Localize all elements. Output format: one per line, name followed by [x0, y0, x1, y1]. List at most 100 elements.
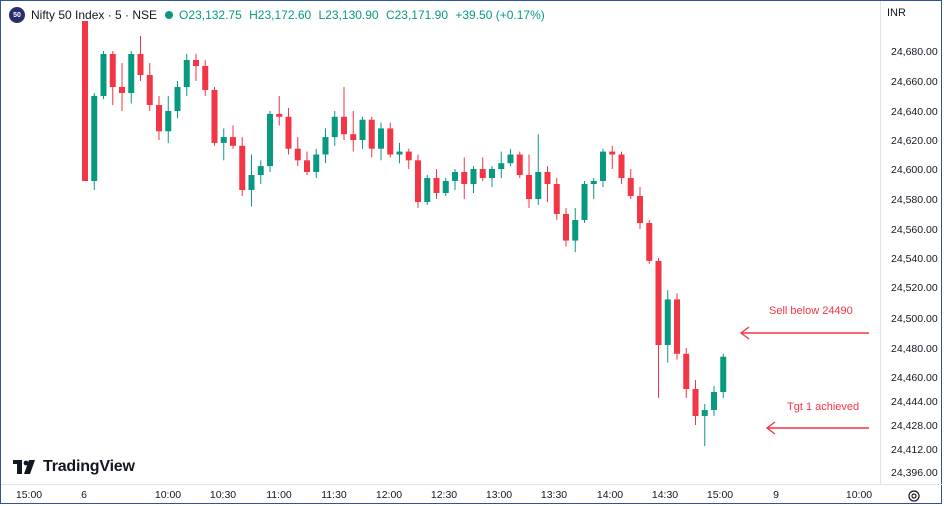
time-tick-label: 12:00 [376, 489, 402, 501]
candle-body [609, 151, 616, 155]
candle-body [581, 184, 588, 220]
candle-body [711, 392, 717, 410]
chart-legend: 50 Nifty 50 Index · 5 · NSE O23,132.75 H… [9, 6, 545, 24]
time-tick-label: 15:00 [16, 489, 42, 501]
time-tick-label: 10:00 [846, 489, 872, 501]
price-tick-label: 24,396.00 [891, 467, 938, 479]
change-value: +39.50 (+0.17%) [455, 8, 545, 22]
candle-body [193, 60, 199, 66]
candle-body [526, 175, 532, 199]
candle-body [637, 196, 643, 223]
low-label: L [318, 8, 326, 22]
tradingview-logo-text: TradingView [43, 458, 135, 475]
settings-gear-icon[interactable] [907, 489, 921, 503]
candle-body [276, 113, 283, 117]
candle-body [156, 105, 162, 132]
candle-body [415, 160, 421, 202]
candle-body [119, 87, 125, 93]
price-tick-label: 24,560.00 [891, 224, 938, 236]
open-value: 23,132.75 [188, 8, 242, 22]
candle-body [137, 54, 144, 75]
price-tick-label: 24,540.00 [891, 253, 938, 265]
candle-body [470, 169, 477, 184]
candle-body [313, 154, 320, 172]
price-tick-label: 24,520.00 [891, 282, 938, 294]
candle-body [498, 163, 505, 169]
candle-body [387, 128, 394, 155]
candle-body [720, 356, 727, 392]
candle-body [128, 54, 135, 93]
time-tick-label: 14:30 [652, 489, 678, 501]
price-tick-label: 24,600.00 [891, 164, 938, 176]
time-tick-label: 10:30 [210, 489, 236, 501]
price-tick-label: 24,620.00 [891, 135, 938, 147]
price-tick-label: 24,580.00 [891, 194, 938, 206]
candle-body [146, 75, 153, 105]
candle-body [202, 66, 209, 90]
candle-body [405, 151, 412, 161]
time-tick-label: 11:00 [266, 489, 292, 501]
ohlc-values: O23,132.75 H23,172.60 L23,130.90 C23,171… [179, 8, 545, 22]
candle-body [424, 178, 431, 202]
candle-body [359, 119, 366, 140]
price-tick-label: 24,640.00 [891, 106, 938, 118]
time-tick-label: 13:00 [486, 489, 512, 501]
candle-body [452, 172, 458, 181]
price-axis-divider [880, 1, 881, 484]
candle-body [590, 181, 597, 184]
time-tick-label: 9 [773, 489, 779, 501]
currency-label[interactable]: INR [887, 7, 906, 19]
candle-body [489, 169, 495, 178]
candle-body [646, 223, 653, 261]
candle-body [331, 116, 338, 138]
candle-body [479, 169, 486, 178]
candle-body [82, 21, 88, 181]
time-tick-label: 6 [81, 489, 87, 501]
candle-body [294, 148, 301, 161]
candle-body [692, 389, 699, 416]
annotation-label: Tgt 1 achieved [787, 401, 859, 413]
tradingview-logo-icon [13, 460, 35, 474]
candle-body [165, 111, 172, 132]
candle-body [211, 90, 218, 143]
close-label: C [385, 8, 395, 22]
price-tick-label: 24,480.00 [891, 343, 938, 355]
candle-body [433, 178, 440, 193]
candle-body [100, 54, 107, 96]
candle-body [378, 128, 384, 149]
market-status-dot [165, 11, 174, 19]
price-tick-label: 24,500.00 [891, 313, 938, 325]
annotation-arrow-head [765, 421, 776, 435]
open-label: O [179, 8, 189, 22]
candle-body [627, 178, 634, 196]
price-tick-label: 24,680.00 [891, 46, 938, 58]
candle-body [322, 137, 329, 155]
time-axis-divider [1, 484, 943, 485]
price-tick-label: 24,412.00 [891, 444, 938, 456]
candle-body [91, 96, 98, 181]
candle-body [507, 154, 514, 164]
time-tick-label: 11:30 [321, 489, 347, 501]
candle-body [535, 172, 542, 199]
candle-body [239, 145, 246, 190]
candle-body [655, 260, 662, 345]
candle-body [396, 151, 403, 155]
candle-body [516, 154, 523, 175]
candle-body [248, 175, 255, 190]
candle-body [257, 166, 264, 175]
candle-body [600, 151, 606, 181]
candle-body [563, 214, 569, 241]
candle-body [341, 116, 347, 135]
low-value: 23,130.90 [325, 8, 379, 22]
symbol-title[interactable]: Nifty 50 Index · 5 · NSE [31, 8, 158, 22]
candle-body [230, 137, 236, 146]
candle-body [267, 113, 273, 167]
time-tick-label: 12:30 [431, 489, 457, 501]
high-label: H [249, 8, 258, 22]
candle-body [683, 353, 690, 389]
symbol-badge: 50 [9, 7, 25, 23]
candle-body [701, 410, 708, 416]
time-tick-label: 13:30 [541, 489, 567, 501]
